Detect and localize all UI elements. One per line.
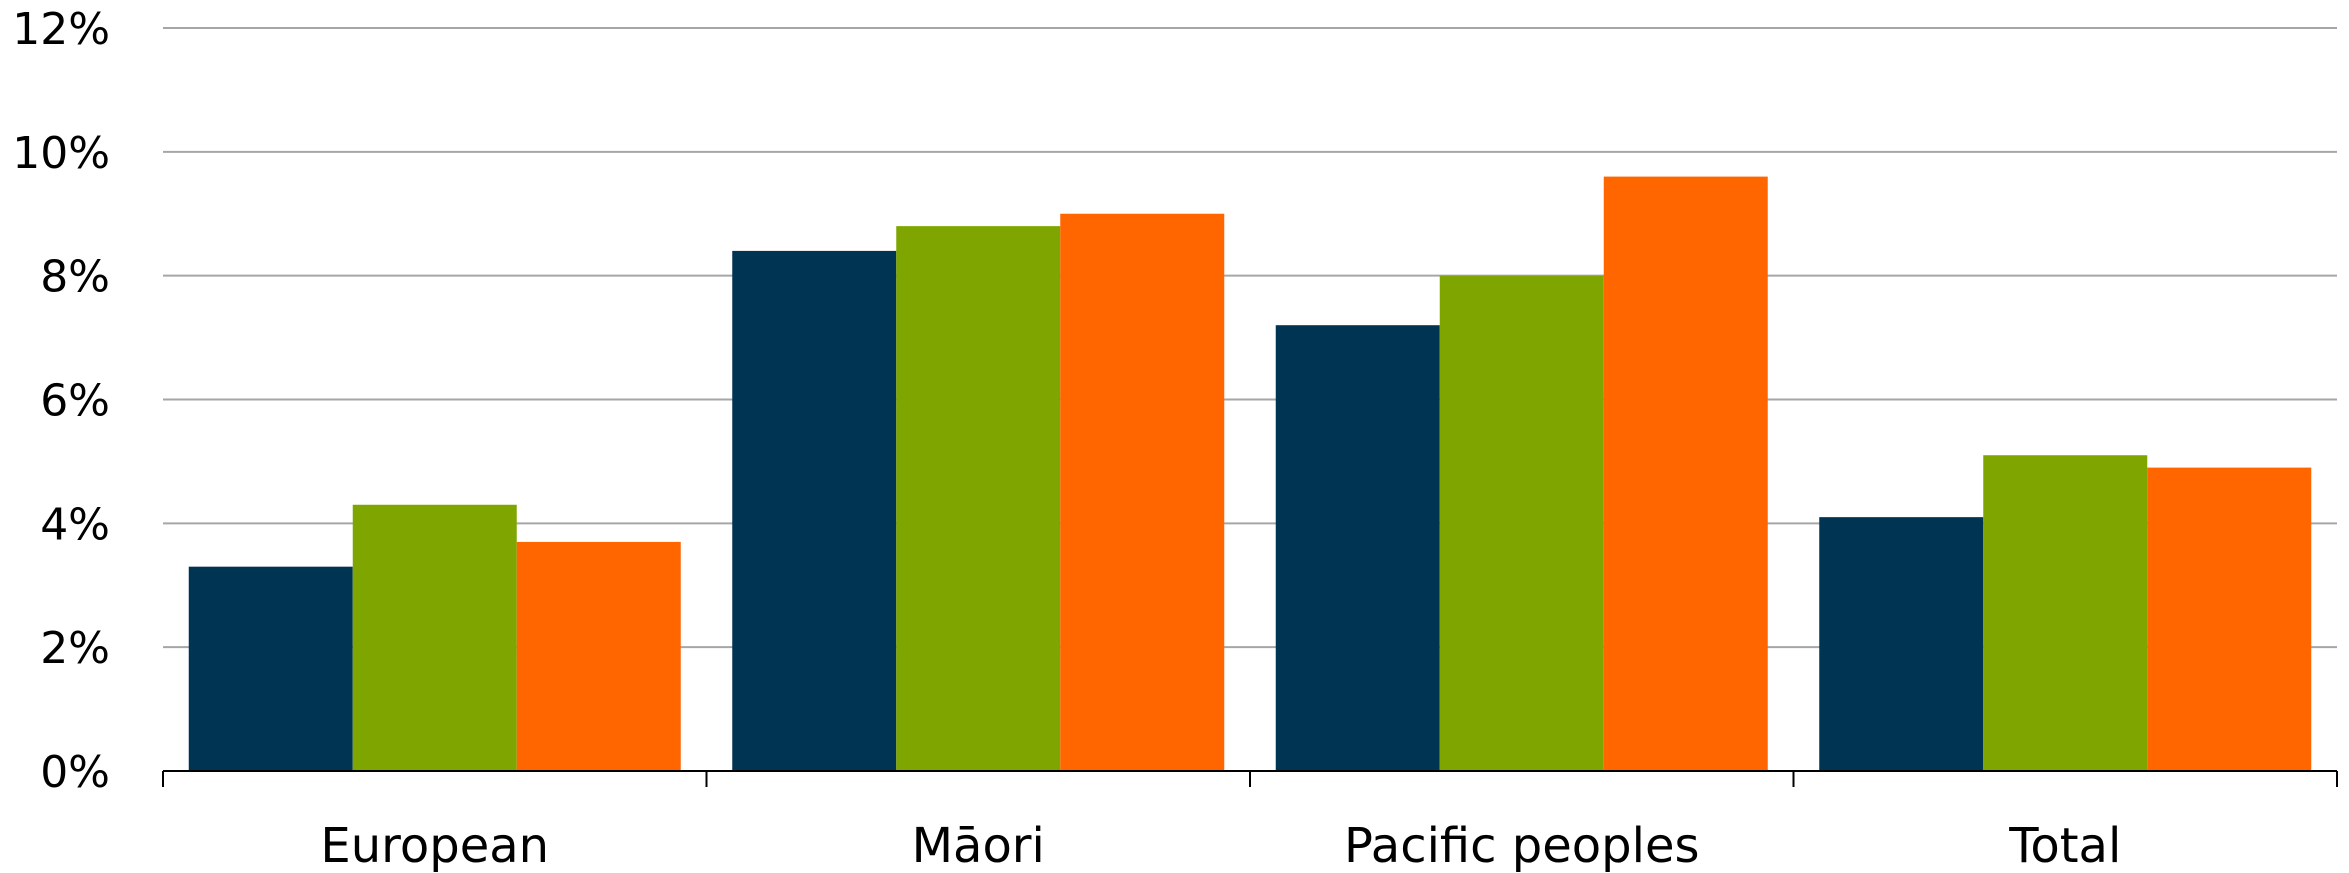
x-tick-label: Total bbox=[2008, 818, 2121, 873]
x-tick-label: Māori bbox=[912, 818, 1045, 873]
bar-0-1 bbox=[352, 504, 517, 771]
y-tick-labels: 0% 2% 4% 6% 8% 10% 12% bbox=[12, 4, 110, 798]
bar-1-0 bbox=[732, 250, 897, 771]
y-tick-label: 6% bbox=[40, 376, 110, 427]
bar-1-1 bbox=[896, 226, 1061, 772]
bar-1-2 bbox=[1060, 213, 1225, 771]
y-tick-label: 4% bbox=[40, 499, 110, 550]
x-tick-label: European bbox=[320, 818, 549, 873]
bar-2-2 bbox=[1603, 176, 1768, 772]
y-tick-label: 12% bbox=[12, 4, 110, 55]
y-tick-label: 2% bbox=[40, 623, 110, 674]
bar-3-1 bbox=[1983, 455, 2148, 771]
x-tick-labels: European Māori Pacific peoples Total bbox=[320, 818, 2121, 873]
bar-3-0 bbox=[1819, 517, 1984, 771]
x-tick-label: Pacific peoples bbox=[1344, 818, 1700, 873]
y-tick-label: 10% bbox=[12, 128, 110, 179]
x-axis bbox=[162, 770, 2338, 787]
y-tick-label: 0% bbox=[40, 747, 110, 798]
y-tick-label: 8% bbox=[40, 252, 110, 303]
bars bbox=[188, 176, 2312, 772]
bar-0-0 bbox=[188, 566, 353, 771]
bar-2-1 bbox=[1439, 275, 1604, 771]
bar-0-2 bbox=[516, 541, 681, 771]
bar-2-0 bbox=[1275, 325, 1440, 771]
bar-3-2 bbox=[2147, 467, 2312, 771]
